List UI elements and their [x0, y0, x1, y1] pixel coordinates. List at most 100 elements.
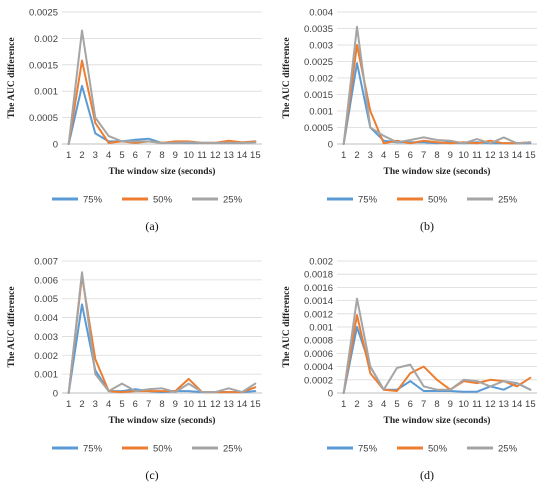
y-tick-label: 0.001 — [309, 107, 333, 118]
x-tick-label: 10 — [458, 150, 469, 161]
x-tick-label: 12 — [210, 399, 221, 410]
chart-b: 0 0.0005 0.001 0.0015 0.002 0.0025 0.003 0.0035… — [282, 8, 537, 233]
chart-panel-d: 0 0.0002 0.0004 0.0006 0.0008 0.001 0.0012 0.00… — [275, 249, 550, 498]
y-tick-label: 0.0002 — [304, 375, 333, 386]
x-tick-label: 6 — [408, 150, 413, 161]
y-tick-label: 0.0015 — [29, 60, 58, 71]
x-tick-label: 14 — [237, 399, 248, 410]
x-tick-label: 8 — [434, 150, 439, 161]
x-tick-label: 5 — [394, 399, 399, 410]
y-tick-label: 0.004 — [34, 313, 58, 324]
figure-caption: (d) — [420, 468, 434, 482]
y-tick-label: 0.0025 — [304, 57, 333, 68]
chart-d: 0 0.0002 0.0004 0.0006 0.0008 0.001 0.0012 0.00… — [282, 257, 537, 482]
x-tick-label: 11 — [197, 399, 207, 410]
x-tick-label: 13 — [498, 399, 509, 410]
x-axis-label: The window size (seconds) — [109, 415, 216, 426]
series-line-25pct — [342, 25, 532, 145]
x-tick-label: 3 — [368, 150, 373, 161]
x-tick-label: 3 — [93, 150, 98, 161]
x-tick-label: 7 — [146, 399, 151, 410]
y-axis-label: The AUC difference — [7, 37, 17, 118]
x-tick-label: 4 — [381, 399, 386, 410]
y-tick-label: 0.0025 — [29, 8, 58, 19]
chart-panel-b: 0 0.0005 0.001 0.0015 0.002 0.0025 0.003 0.0035… — [275, 0, 550, 249]
x-tick-label: 10 — [183, 150, 194, 161]
x-tick-label: 14 — [512, 399, 523, 410]
y-tick-label: 0 — [328, 140, 333, 151]
series-line-50pct — [342, 44, 532, 145]
figure-caption: (b) — [420, 219, 434, 233]
x-tick-label: 12 — [485, 150, 496, 161]
series-line-50pct — [67, 59, 257, 145]
legend-label: 75% — [83, 195, 103, 206]
y-tick-label: 0.004 — [309, 8, 333, 19]
y-axis-label: The AUC difference — [282, 37, 292, 118]
x-tick-label: 7 — [421, 150, 426, 161]
x-tick-label: 6 — [408, 399, 413, 410]
y-tick-label: 0 — [328, 389, 333, 400]
x-tick-label: 6 — [133, 399, 138, 410]
x-tick-label: 14 — [237, 150, 248, 161]
y-tick-label: 0 — [53, 140, 58, 151]
x-tick-label: 11 — [197, 150, 207, 161]
x-tick-label: 12 — [485, 399, 496, 410]
y-tick-label: 0.002 — [309, 74, 333, 85]
x-tick-label: 11 — [472, 399, 482, 410]
x-tick-label: 9 — [173, 150, 178, 161]
legend-label: 50% — [428, 195, 448, 206]
y-tick-label: 0.003 — [309, 41, 333, 52]
x-tick-label: 8 — [159, 150, 164, 161]
x-tick-label: 15 — [250, 150, 261, 161]
y-tick-label: 0.0018 — [304, 270, 333, 281]
y-tick-label: 0.0016 — [304, 283, 333, 294]
series-line-25pct — [67, 29, 257, 145]
x-axis-label: The window size (seconds) — [384, 415, 491, 426]
y-tick-label: 0.001 — [34, 87, 58, 98]
y-tick-label: 0.0035 — [304, 24, 333, 35]
y-tick-label: 0.0004 — [304, 362, 333, 373]
x-tick-label: 13 — [223, 399, 234, 410]
x-tick-label: 8 — [159, 399, 164, 410]
legend-label: 50% — [153, 195, 173, 206]
legend-label: 50% — [153, 444, 173, 455]
series-line-50pct — [342, 314, 532, 394]
y-tick-label: 0.002 — [34, 34, 58, 45]
x-tick-label: 5 — [119, 150, 124, 161]
y-tick-label: 0.003 — [34, 332, 58, 343]
legend-label: 75% — [358, 444, 378, 455]
y-tick-label: 0.002 — [309, 257, 333, 268]
x-tick-label: 15 — [250, 399, 261, 410]
series-line-25pct — [67, 271, 257, 394]
legend-label: 25% — [498, 195, 518, 206]
legend-label: 75% — [358, 195, 378, 206]
y-tick-label: 0.0015 — [304, 90, 333, 101]
x-tick-label: 9 — [173, 399, 178, 410]
series-line-25pct — [342, 297, 532, 394]
x-tick-label: 2 — [79, 399, 84, 410]
x-tick-label: 9 — [448, 150, 453, 161]
y-tick-label: 0.0005 — [29, 113, 58, 124]
x-tick-label: 1 — [341, 150, 346, 161]
x-tick-label: 2 — [79, 150, 84, 161]
x-tick-label: 5 — [394, 150, 399, 161]
chart-panel-c: 0 0.001 0.002 0.003 0.004 0.005 0.006 0.007 1 2 3 4… — [0, 249, 275, 498]
y-tick-label: 0.0005 — [304, 123, 333, 134]
x-tick-label: 10 — [458, 399, 469, 410]
y-axis-label: The AUC difference — [7, 286, 17, 367]
x-tick-label: 15 — [525, 150, 536, 161]
x-tick-label: 4 — [381, 150, 386, 161]
x-tick-label: 5 — [119, 399, 124, 410]
x-tick-label: 3 — [93, 399, 98, 410]
x-tick-label: 12 — [210, 150, 221, 161]
figure-caption: (a) — [145, 219, 158, 233]
x-tick-label: 6 — [133, 150, 138, 161]
legend-label: 25% — [223, 444, 243, 455]
series-line-75pct — [342, 326, 532, 394]
x-tick-label: 3 — [368, 399, 373, 410]
legend-label: 25% — [498, 444, 518, 455]
x-tick-label: 14 — [512, 150, 523, 161]
y-axis-label: The AUC difference — [282, 286, 292, 367]
x-tick-label: 15 — [525, 399, 536, 410]
series-line-50pct — [67, 275, 257, 394]
